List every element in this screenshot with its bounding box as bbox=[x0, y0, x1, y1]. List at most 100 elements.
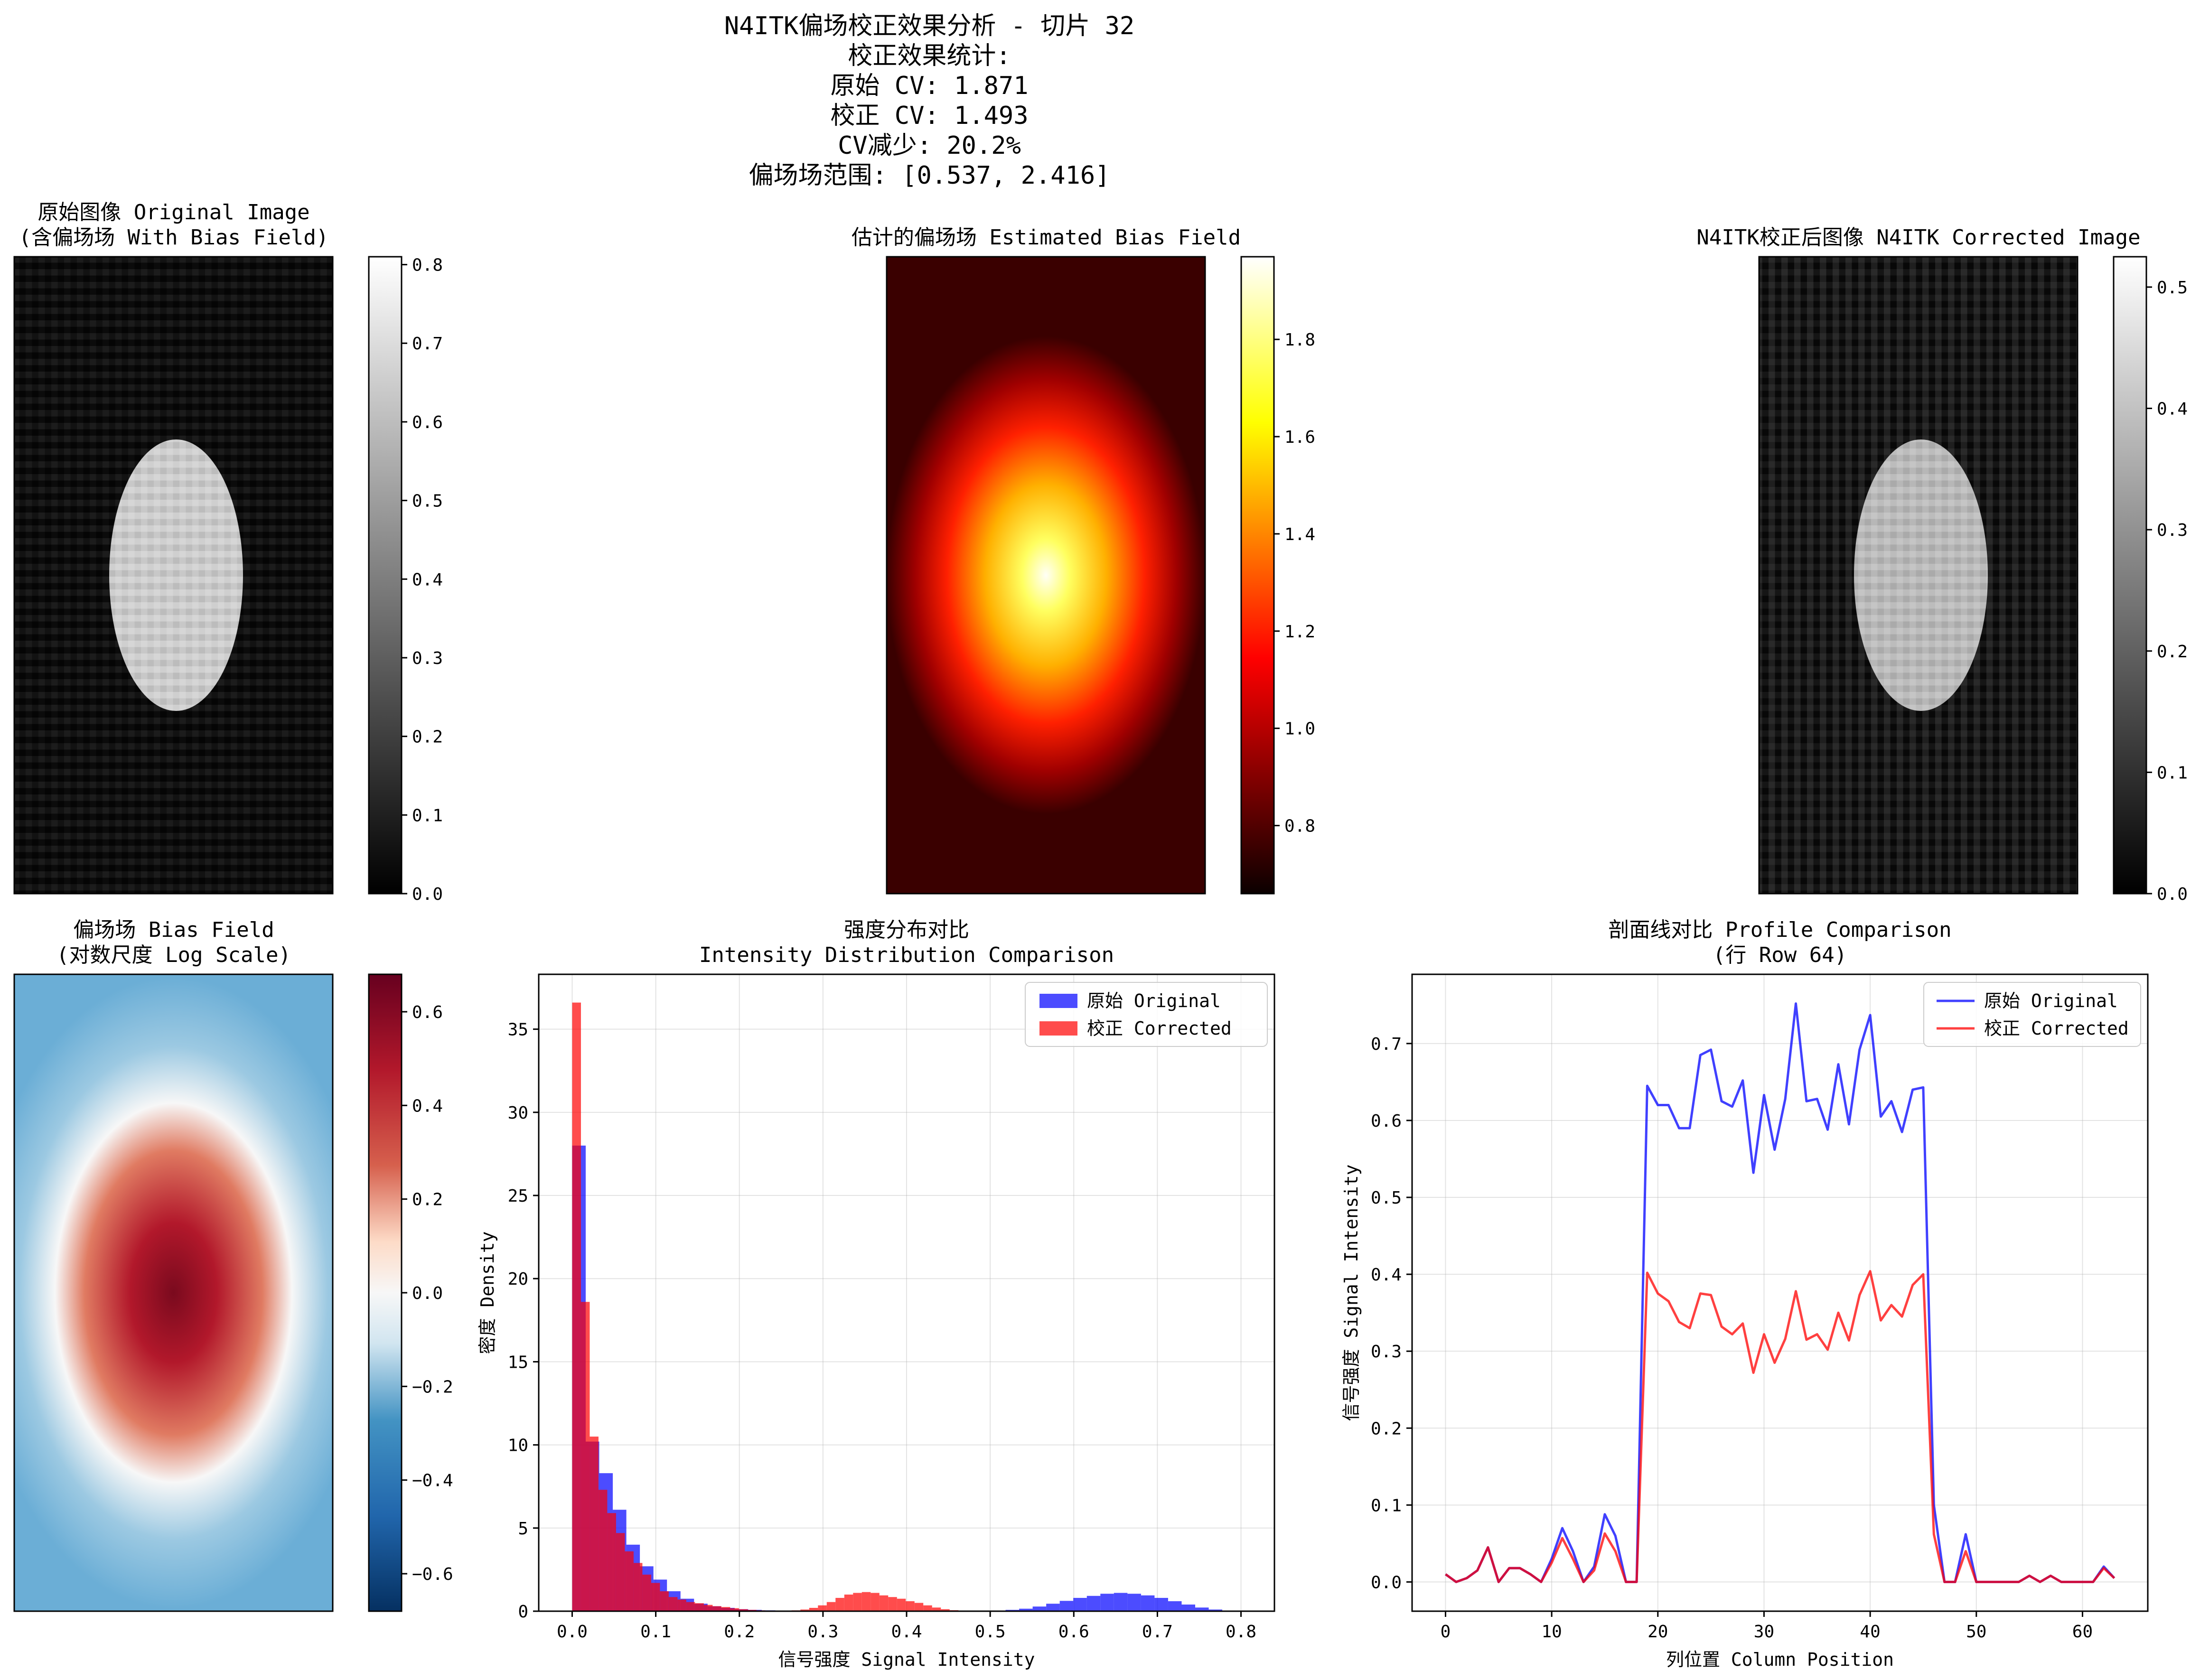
y-tick-label: 15 bbox=[508, 1353, 528, 1372]
y-tick-label: 20 bbox=[508, 1269, 528, 1289]
histogram-bar-corrected bbox=[642, 1574, 651, 1611]
histogram-title-2: Intensity Distribution Comparison bbox=[699, 943, 1114, 967]
histogram-bar-corrected bbox=[861, 1592, 871, 1611]
histogram-bar-corrected bbox=[826, 1602, 836, 1611]
histogram-legend-original: 原始 Original bbox=[1087, 990, 1221, 1011]
x-tick-label: 0.8 bbox=[1226, 1622, 1256, 1642]
suptitle-line-3: 原始 CV: 1.871 bbox=[830, 72, 1028, 100]
histogram-bar-corrected bbox=[703, 1605, 713, 1611]
x-tick-label: 60 bbox=[2072, 1622, 2093, 1642]
histogram-bar-corrected bbox=[686, 1602, 695, 1611]
bias-field-image bbox=[887, 257, 1205, 894]
histogram-bar-corrected bbox=[914, 1603, 924, 1611]
y-tick-label: 25 bbox=[508, 1186, 528, 1206]
profile-line-corrected bbox=[1445, 1270, 2116, 1583]
colorbar-tick-label: 0.2 bbox=[412, 1190, 443, 1210]
histogram-bar-original bbox=[1114, 1593, 1128, 1611]
colorbar-tick-label: 0.2 bbox=[412, 728, 443, 747]
original-colorbar-frame bbox=[368, 256, 403, 895]
histogram-legend-swatch-corrected bbox=[1039, 1021, 1077, 1036]
profile-ylabel: 信号强度 Signal Intensity bbox=[1341, 1165, 1362, 1421]
profile-title-1: 剖面线对比 Profile Comparison bbox=[1608, 918, 1951, 942]
x-tick-label: 0.3 bbox=[807, 1622, 838, 1642]
histogram-bar-corrected bbox=[888, 1597, 897, 1611]
colorbar-tick-label: 0.1 bbox=[2157, 763, 2188, 783]
histogram-bar-corrected bbox=[712, 1606, 721, 1611]
profile-ticks: 0 10 20 30 40 50 60 0.0 0.1 0.2 0.3 0.4 0.5 0.6 0.7 bbox=[1371, 1035, 2093, 1642]
colorbar-tick-label: 0.0 bbox=[412, 1284, 443, 1303]
colorbar-tick-label: 0.0 bbox=[412, 885, 443, 904]
x-tick-label: 0.4 bbox=[891, 1622, 922, 1642]
histogram-legend-corrected: 校正 Corrected bbox=[1087, 1018, 1232, 1039]
histogram-bar-original bbox=[1168, 1601, 1182, 1611]
y-tick-label: 0.5 bbox=[1371, 1188, 1402, 1208]
panel-profile: 剖面线对比 Profile Comparison (行 Row 64) 0 10 2… bbox=[1341, 918, 2149, 1670]
histogram-bar-original bbox=[1019, 1608, 1033, 1611]
x-tick-label: 10 bbox=[1541, 1622, 1562, 1642]
histogram-legend-box bbox=[1025, 982, 1268, 1047]
profile-grid bbox=[1412, 974, 2148, 1611]
suptitle-line-5: CV减少: 20.2% bbox=[838, 131, 1021, 160]
y-tick-label: 10 bbox=[508, 1436, 528, 1456]
histogram-bar-corrected bbox=[651, 1583, 660, 1611]
colorbar-tick-label: 0.4 bbox=[2157, 400, 2188, 419]
profile-xlabel: 列位置 Column Position bbox=[1666, 1649, 1894, 1670]
histogram-bar-corrected bbox=[906, 1601, 915, 1611]
bias-colorbar bbox=[1241, 257, 1274, 894]
y-tick-label: 30 bbox=[508, 1103, 528, 1123]
colorbar-tick-label: 0.0 bbox=[2157, 885, 2188, 904]
histogram-xlabel: 信号强度 Signal Intensity bbox=[778, 1649, 1035, 1670]
y-tick-label: 5 bbox=[518, 1519, 528, 1539]
colorbar-tick-label: −0.6 bbox=[412, 1565, 453, 1584]
corrected-colorbar bbox=[2114, 257, 2146, 894]
histogram-bar-original bbox=[1086, 1596, 1101, 1611]
histogram-bar-original bbox=[1059, 1601, 1074, 1611]
colorbar-tick-label: 0.5 bbox=[412, 492, 443, 511]
histogram-bar-corrected bbox=[616, 1533, 625, 1611]
y-tick-label: 0.0 bbox=[1371, 1573, 1402, 1592]
histogram-bar-original bbox=[1181, 1604, 1196, 1611]
log-bias-title-2: (对数尺度 Log Scale) bbox=[56, 943, 291, 967]
colorbar-tick-label: 1.8 bbox=[1284, 330, 1315, 350]
original-image-title-2: (含偏场场 With Bias Field) bbox=[19, 225, 329, 250]
original-image-title-1: 原始图像 Original Image bbox=[37, 200, 309, 224]
corrected-image-title: N4ITK校正后图像 N4ITK Corrected Image bbox=[1696, 225, 2140, 250]
histogram-bar-corrected bbox=[580, 1302, 590, 1611]
histogram-bar-corrected bbox=[633, 1563, 643, 1611]
x-tick-label: 20 bbox=[1648, 1622, 1668, 1642]
histogram-bar-original bbox=[1127, 1594, 1141, 1611]
original-image-frame bbox=[13, 256, 334, 895]
y-tick-label: 0.7 bbox=[1371, 1035, 1402, 1054]
panel-log-bias-field: 偏场场 Bias Field (对数尺度 Log Scale) −0.6 −0.4… bbox=[13, 918, 453, 1612]
colorbar-tick-label: 0.4 bbox=[412, 1096, 443, 1116]
colorbar-tick-label: 0.3 bbox=[412, 649, 443, 668]
histogram-bar-corrected bbox=[730, 1608, 739, 1611]
histogram-bar-corrected bbox=[800, 1609, 809, 1611]
bias-field-frame bbox=[886, 256, 1206, 895]
histogram-bar-corrected bbox=[607, 1513, 616, 1611]
colorbar-tick-label: −0.2 bbox=[412, 1377, 453, 1397]
x-tick-label: 50 bbox=[1966, 1622, 1986, 1642]
panel-corrected-image: N4ITK校正后图像 N4ITK Corrected Image 0.0 0.1 0… bbox=[1696, 225, 2188, 904]
log-bias-colorbar bbox=[369, 974, 402, 1611]
x-tick-label: 0 bbox=[1441, 1622, 1451, 1642]
profile-legend-box bbox=[1923, 982, 2141, 1047]
profile-legend-corrected: 校正 Corrected bbox=[1984, 1018, 2129, 1039]
y-tick-label: 0.2 bbox=[1371, 1419, 1402, 1438]
colorbar-tick-label: 0.8 bbox=[412, 256, 443, 275]
histogram-bar-corrected bbox=[932, 1607, 941, 1611]
histogram-bar-corrected bbox=[853, 1593, 862, 1611]
profile-title-2: (行 Row 64) bbox=[1713, 943, 1847, 967]
panel-original-image: 原始图像 Original Image (含偏场场 With Bias Fiel… bbox=[13, 200, 443, 904]
colorbar-tick-label: 0.7 bbox=[412, 334, 443, 354]
panel-histogram: 强度分布对比 Intensity Distribution Comparison… bbox=[477, 918, 1275, 1670]
profile-legend: 原始 Original 校正 Corrected bbox=[1923, 982, 2141, 1047]
corrected-colorbar-frame bbox=[2113, 256, 2147, 895]
colorbar-tick-label: 0.2 bbox=[2157, 642, 2188, 662]
y-tick-label: 0.6 bbox=[1371, 1111, 1402, 1131]
histogram-bar-corrected bbox=[923, 1605, 932, 1611]
profile-line-original bbox=[1445, 1002, 2116, 1583]
suptitle-line-1: N4ITK偏场校正效果分析 - 切片 32 bbox=[724, 12, 1134, 40]
colorbar-tick-label: 0.6 bbox=[412, 1003, 443, 1022]
bias-field-title: 估计的偏场场 Estimated Bias Field bbox=[852, 225, 1241, 250]
